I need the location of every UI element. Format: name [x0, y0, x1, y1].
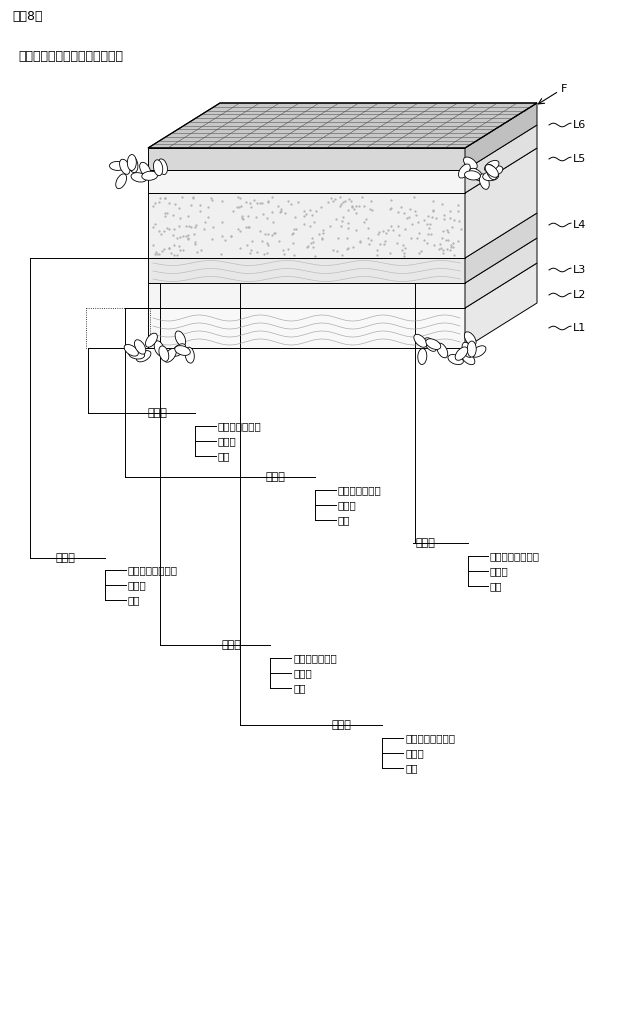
Text: 第５層: 第５層 — [222, 640, 242, 650]
Polygon shape — [148, 308, 465, 348]
Ellipse shape — [458, 164, 470, 178]
Ellipse shape — [137, 350, 151, 361]
Text: 第２層: 第２層 — [265, 472, 285, 482]
Ellipse shape — [467, 341, 476, 357]
Text: L1: L1 — [573, 323, 587, 333]
Text: L6: L6 — [573, 120, 587, 130]
Text: 名称（アボカド）: 名称（アボカド） — [128, 565, 178, 575]
Polygon shape — [148, 193, 465, 258]
Ellipse shape — [185, 347, 194, 364]
Text: 第６層: 第６層 — [332, 720, 352, 730]
Ellipse shape — [424, 338, 437, 351]
Ellipse shape — [455, 347, 468, 360]
Ellipse shape — [146, 333, 158, 347]
Text: 第１層: 第１層 — [148, 408, 168, 418]
Text: 第４層: 第４層 — [55, 553, 75, 563]
Text: 【図8】: 【図8】 — [12, 9, 42, 23]
Text: ＜カリフォルニアロール寿司＞: ＜カリフォルニアロール寿司＞ — [18, 50, 123, 63]
Text: 第３層: 第３層 — [415, 538, 435, 548]
Ellipse shape — [120, 159, 130, 174]
Text: L2: L2 — [573, 290, 587, 300]
Ellipse shape — [140, 162, 151, 177]
Text: 層比率: 層比率 — [128, 580, 147, 590]
Text: 食感: 食感 — [405, 763, 417, 773]
Polygon shape — [148, 283, 465, 308]
Polygon shape — [465, 148, 537, 258]
Ellipse shape — [485, 161, 499, 172]
Text: 食感: 食感 — [338, 515, 351, 525]
Ellipse shape — [437, 343, 447, 357]
Ellipse shape — [426, 339, 441, 349]
Text: 名称（シャリ）: 名称（シャリ） — [218, 421, 262, 431]
Ellipse shape — [462, 352, 475, 365]
Ellipse shape — [483, 172, 499, 180]
Ellipse shape — [135, 340, 146, 354]
Ellipse shape — [488, 166, 503, 176]
Polygon shape — [465, 238, 537, 308]
Polygon shape — [148, 148, 465, 170]
Ellipse shape — [131, 173, 147, 182]
Ellipse shape — [463, 157, 478, 169]
Polygon shape — [465, 213, 537, 283]
Ellipse shape — [470, 168, 483, 180]
Ellipse shape — [175, 331, 186, 346]
Ellipse shape — [175, 346, 190, 355]
Ellipse shape — [164, 348, 176, 362]
Ellipse shape — [129, 157, 138, 173]
Ellipse shape — [465, 171, 480, 180]
Polygon shape — [148, 170, 465, 193]
Ellipse shape — [116, 174, 127, 188]
Text: 食感: 食感 — [490, 581, 503, 591]
Polygon shape — [148, 258, 465, 283]
Polygon shape — [465, 125, 537, 193]
Text: 層比率: 層比率 — [218, 436, 237, 446]
Ellipse shape — [154, 341, 164, 356]
Ellipse shape — [172, 344, 186, 356]
Text: 層比率: 層比率 — [405, 748, 424, 758]
Ellipse shape — [448, 354, 463, 365]
Ellipse shape — [153, 160, 163, 176]
Ellipse shape — [128, 155, 137, 171]
Ellipse shape — [418, 348, 427, 365]
Text: 層比率: 層比率 — [293, 668, 312, 678]
Text: F: F — [561, 84, 567, 94]
Ellipse shape — [472, 346, 486, 357]
Ellipse shape — [487, 165, 497, 180]
Ellipse shape — [485, 165, 498, 177]
Ellipse shape — [479, 174, 489, 189]
Text: 名称（トビッコ）: 名称（トビッコ） — [405, 733, 455, 743]
Ellipse shape — [110, 162, 126, 170]
Text: L4: L4 — [573, 220, 587, 230]
Polygon shape — [465, 103, 537, 170]
Ellipse shape — [464, 332, 476, 346]
Text: 食感: 食感 — [218, 451, 231, 461]
Text: L5: L5 — [573, 154, 587, 164]
Text: 層比率: 層比率 — [490, 566, 509, 575]
Text: 層比率: 層比率 — [338, 500, 357, 510]
Ellipse shape — [129, 350, 145, 359]
Ellipse shape — [462, 342, 472, 357]
Text: 名称（チーズ）: 名称（チーズ） — [338, 485, 382, 495]
Ellipse shape — [159, 346, 169, 361]
Ellipse shape — [142, 171, 158, 180]
Text: L3: L3 — [573, 265, 587, 275]
Ellipse shape — [158, 159, 167, 174]
Text: 名称（シャリ）: 名称（シャリ） — [293, 653, 337, 663]
Text: 食感: 食感 — [293, 683, 306, 693]
Ellipse shape — [414, 334, 427, 347]
Polygon shape — [465, 263, 537, 348]
Text: 食感: 食感 — [128, 595, 140, 605]
Ellipse shape — [124, 344, 138, 356]
Polygon shape — [148, 103, 537, 148]
Text: 名称（サーモン）: 名称（サーモン） — [490, 551, 540, 561]
